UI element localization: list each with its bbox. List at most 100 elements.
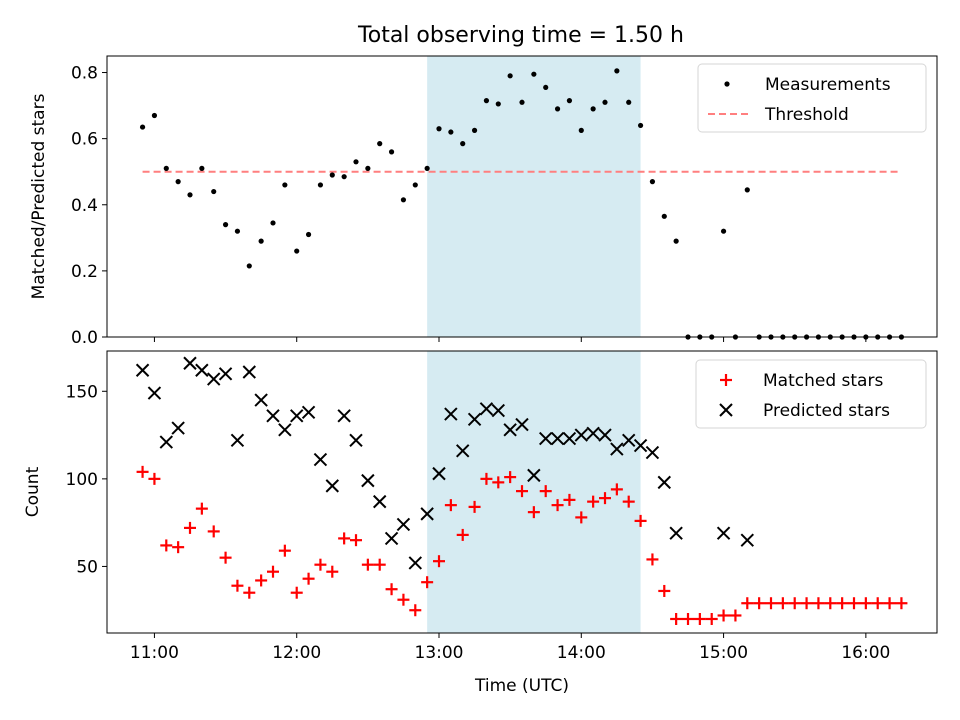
measurement-point [531, 71, 537, 77]
measurement-point [507, 73, 513, 79]
matched-point [765, 597, 777, 610]
measurement-point [317, 182, 324, 188]
matched-point [255, 574, 268, 587]
measurement-point [614, 68, 620, 74]
measurement-point [436, 126, 442, 132]
predicted-point-b [349, 433, 363, 448]
predicted-point [171, 421, 185, 435]
predicted-point-b [550, 431, 565, 446]
predicted-point [539, 431, 553, 446]
predicted-point-b [290, 409, 304, 423]
matched-points [136, 465, 908, 625]
measurement-point [649, 179, 656, 185]
predicted-point-b [337, 409, 351, 423]
predicted-point-b [218, 367, 233, 381]
measurement-points [139, 68, 905, 340]
predicted-point [183, 356, 197, 370]
measurement-point [460, 141, 466, 147]
predicted-points [135, 356, 754, 570]
predicted-point [337, 409, 351, 423]
matched-point [504, 471, 517, 484]
predicted-point [467, 412, 482, 427]
matched-point [421, 576, 434, 589]
measurement-point [294, 248, 300, 254]
predicted-point [622, 433, 636, 448]
measurement-point [377, 141, 383, 147]
matched-point [848, 597, 860, 610]
bottom-axis-ticks: 50 100 150 11:00 12:00 13:00 14:00 15:00 16:00 [66, 382, 891, 663]
predicted-point-b [539, 431, 553, 446]
predicted-point [550, 431, 565, 446]
legend-predicted-label: Predicted stars [763, 401, 890, 421]
top-y-axis-label: Matched/Predicted stars [29, 93, 49, 299]
predicted-point [218, 367, 233, 381]
matched-point [800, 597, 813, 610]
predicted-point [716, 526, 731, 540]
matched-point [290, 586, 303, 599]
predicted-point [420, 507, 434, 521]
predicted-point [325, 479, 339, 493]
measurement-point [661, 213, 667, 219]
matched-point [338, 532, 351, 545]
predicted-point [586, 426, 600, 441]
matched-point [148, 472, 161, 485]
matched-point [871, 597, 884, 610]
predicted-point-b [171, 421, 185, 435]
predicted-point-b [456, 444, 470, 458]
matched-point [361, 558, 374, 571]
x-tick-label: 15:00 [699, 643, 748, 663]
predicted-point [135, 363, 150, 377]
bottom-y-axis-label: Count [23, 466, 43, 517]
matched-point [468, 500, 481, 513]
matched-point [278, 544, 291, 557]
predicted-point [491, 403, 505, 418]
measurement-point [270, 220, 276, 226]
matched-point [788, 597, 801, 610]
predicted-point [384, 531, 399, 546]
y-tick-label: 150 [66, 382, 98, 402]
matched-point [717, 609, 730, 622]
predicted-point-b [325, 479, 339, 493]
predicted-point-b [467, 412, 482, 427]
predicted-point [444, 407, 458, 421]
predicted-point-b [373, 494, 387, 509]
y-tick-label: 0.0 [71, 328, 98, 348]
predicted-point [408, 556, 422, 570]
top-legend: Measurements Threshold [697, 63, 927, 133]
measurement-point [412, 182, 418, 188]
measurement-point [673, 238, 679, 244]
legend-matched-label: Matched stars [763, 371, 883, 391]
predicted-point-b [195, 363, 209, 377]
matched-point [172, 541, 185, 554]
matched-point [895, 597, 908, 610]
measurement-point [471, 127, 478, 133]
predicted-point-b [266, 409, 280, 423]
predicted-point [610, 442, 624, 456]
predicted-point-b [716, 526, 731, 540]
predicted-point [598, 428, 612, 442]
y-tick-label: 100 [66, 470, 98, 490]
predicted-point [349, 433, 363, 448]
measurement-point [543, 84, 549, 91]
matched-point [551, 499, 564, 512]
predicted-point-b [242, 365, 256, 379]
measurement-point [365, 165, 371, 171]
predicted-point [254, 393, 268, 407]
predicted-point-b [207, 372, 221, 386]
y-tick-label: 0.8 [71, 64, 98, 84]
predicted-point-b [396, 517, 411, 532]
measurement-point [590, 106, 596, 112]
measurement-point [424, 165, 430, 171]
bottom-panel: 50 100 150 11:00 12:00 13:00 14:00 15:00 16:00 C… [23, 350, 938, 696]
measurement-point [353, 159, 359, 165]
legend-measurements-marker [724, 81, 730, 87]
x-tick-label: 11:00 [130, 643, 179, 663]
matched-point [824, 597, 837, 610]
x-tick-label: 13:00 [415, 643, 464, 663]
matched-point [670, 612, 683, 625]
predicted-point [432, 466, 446, 481]
matched-point [587, 495, 600, 508]
predicted-point [633, 438, 648, 453]
predicted-point [373, 494, 387, 509]
predicted-point [669, 526, 683, 540]
